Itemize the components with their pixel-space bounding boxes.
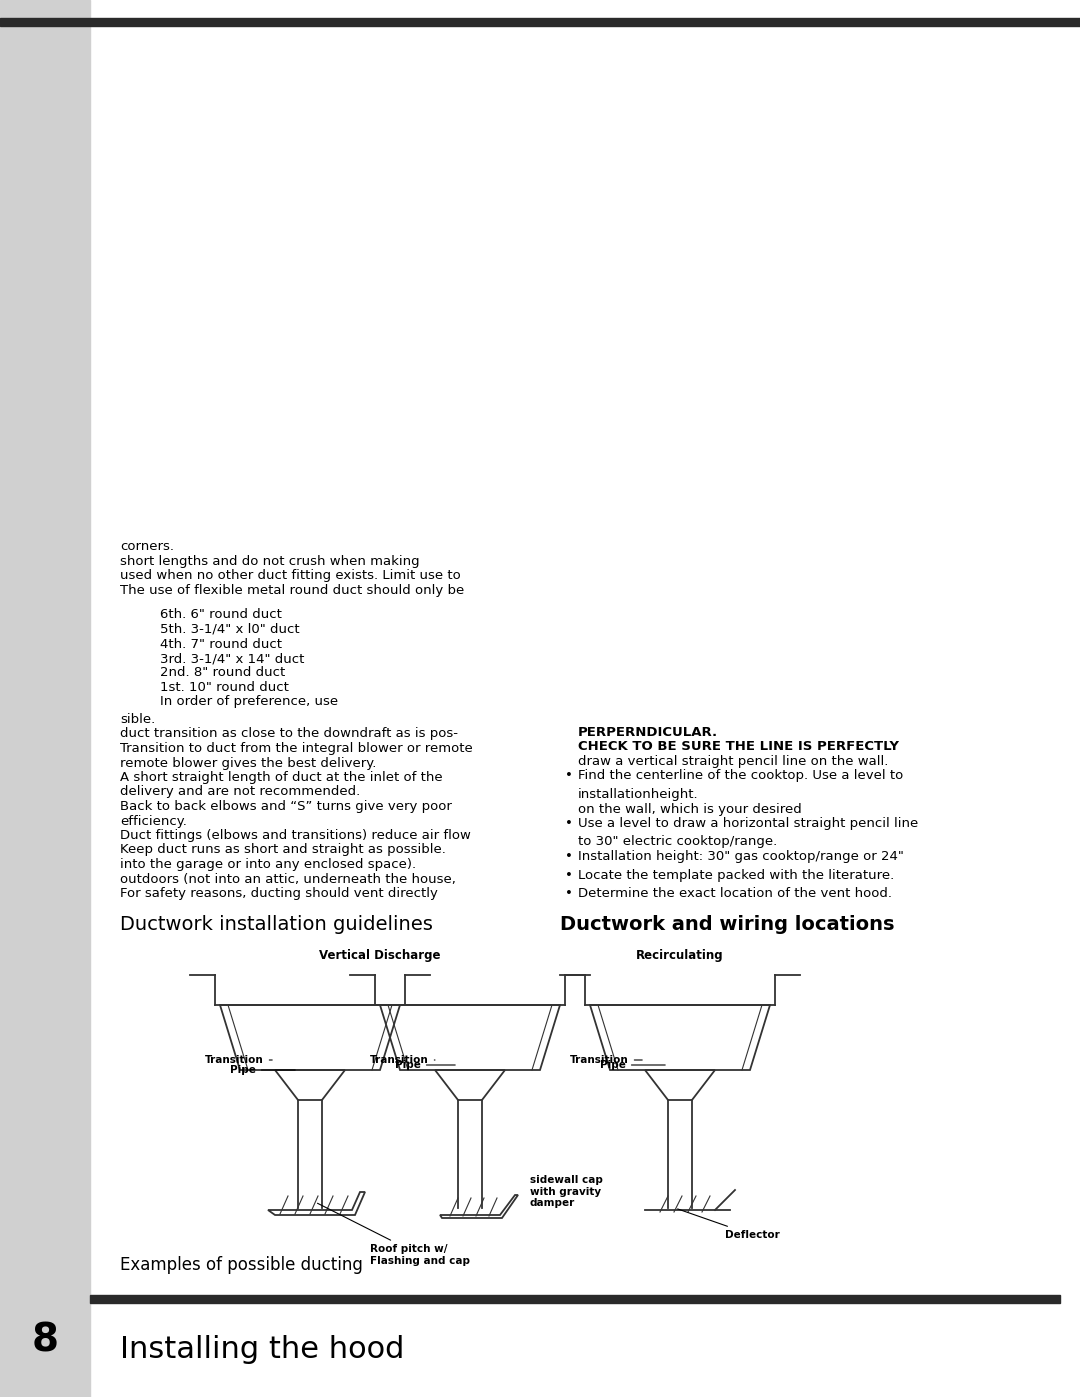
- Text: 2nd. 8" round duct: 2nd. 8" round duct: [160, 666, 285, 679]
- Text: duct transition as close to the downdraft as is pos-: duct transition as close to the downdraf…: [120, 728, 458, 740]
- Bar: [0, 0, 90, 1397]
- Text: Determine the exact location of the vent hood.: Determine the exact location of the vent…: [578, 887, 892, 900]
- Text: Find the centerline of the cooktop. Use a level to: Find the centerline of the cooktop. Use …: [578, 770, 903, 782]
- Text: Locate the template packed with the literature.: Locate the template packed with the lite…: [578, 869, 894, 882]
- Text: •: •: [565, 887, 572, 900]
- Text: Vertical Discharge: Vertical Discharge: [320, 949, 441, 961]
- Text: 5th. 3-1/4" x l0" duct: 5th. 3-1/4" x l0" duct: [160, 623, 299, 636]
- Text: Examples of possible ducting: Examples of possible ducting: [120, 1256, 363, 1274]
- Text: outdoors (not into an attic, underneath the house,: outdoors (not into an attic, underneath …: [120, 873, 456, 886]
- Text: draw a vertical straight pencil line on the wall.: draw a vertical straight pencil line on …: [578, 754, 889, 768]
- Text: Keep duct runs as short and straight as possible.: Keep duct runs as short and straight as …: [120, 844, 446, 856]
- Text: Deflector: Deflector: [677, 1208, 780, 1241]
- Text: Back to back elbows and “S” turns give very poor: Back to back elbows and “S” turns give v…: [120, 800, 451, 813]
- Text: 1st. 10" round duct: 1st. 10" round duct: [160, 680, 288, 694]
- Text: PERPERNDICULAR.: PERPERNDICULAR.: [578, 726, 718, 739]
- Bar: [0, 18, 1080, 27]
- Text: Transition: Transition: [205, 1055, 272, 1065]
- Text: sible.: sible.: [120, 712, 156, 726]
- Text: short lengths and do not crush when making: short lengths and do not crush when maki…: [120, 555, 420, 569]
- Text: Transition to duct from the integral blower or remote: Transition to duct from the integral blo…: [120, 742, 473, 754]
- Text: Use a level to draw a horizontal straight pencil line: Use a level to draw a horizontal straigh…: [578, 817, 918, 830]
- Text: Ductwork installation guidelines: Ductwork installation guidelines: [120, 915, 433, 935]
- Text: Installation height: 30" gas cooktop/range or 24": Installation height: 30" gas cooktop/ran…: [578, 849, 904, 863]
- Text: used when no other duct fitting exists. Limit use to: used when no other duct fitting exists. …: [120, 570, 461, 583]
- Text: 3rd. 3-1/4" x 14" duct: 3rd. 3-1/4" x 14" duct: [160, 652, 305, 665]
- Text: The use of flexible metal round duct should only be: The use of flexible metal round duct sho…: [120, 584, 464, 597]
- Text: 6th. 6" round duct: 6th. 6" round duct: [160, 609, 282, 622]
- Text: Ductwork and wiring locations: Ductwork and wiring locations: [561, 915, 894, 935]
- Text: Recirculating: Recirculating: [636, 949, 724, 961]
- Text: to 30" electric cooktop/range.: to 30" electric cooktop/range.: [578, 835, 778, 848]
- Text: CHECK TO BE SURE THE LINE IS PERFECTLY: CHECK TO BE SURE THE LINE IS PERFECTLY: [578, 740, 899, 753]
- Text: delivery and are not recommended.: delivery and are not recommended.: [120, 785, 361, 799]
- Text: •: •: [565, 817, 572, 830]
- Text: remote blower gives the best delivery.: remote blower gives the best delivery.: [120, 757, 376, 770]
- Text: corners.: corners.: [120, 541, 174, 553]
- Text: into the garage or into any enclosed space).: into the garage or into any enclosed spa…: [120, 858, 416, 870]
- Text: installationheight.: installationheight.: [578, 788, 699, 800]
- Text: •: •: [565, 770, 572, 782]
- Text: Installing the hood: Installing the hood: [120, 1336, 404, 1365]
- Text: Pipe: Pipe: [600, 1060, 665, 1070]
- Text: 4th. 7" round duct: 4th. 7" round duct: [160, 637, 282, 651]
- Text: Pipe: Pipe: [230, 1065, 295, 1076]
- Text: •: •: [565, 869, 572, 882]
- Text: Transition: Transition: [570, 1055, 643, 1065]
- Text: For safety reasons, ducting should vent directly: For safety reasons, ducting should vent …: [120, 887, 437, 900]
- Text: efficiency.: efficiency.: [120, 814, 187, 827]
- Text: A short straight length of duct at the inlet of the: A short straight length of duct at the i…: [120, 771, 443, 784]
- Text: Roof pitch w/
Flashing and cap: Roof pitch w/ Flashing and cap: [318, 1203, 470, 1266]
- Text: Pipe: Pipe: [395, 1060, 456, 1070]
- Text: •: •: [565, 849, 572, 863]
- Text: Transition: Transition: [370, 1055, 435, 1065]
- Text: sidewall cap
with gravity
damper: sidewall cap with gravity damper: [530, 1175, 603, 1208]
- Text: Duct fittings (elbows and transitions) reduce air flow: Duct fittings (elbows and transitions) r…: [120, 828, 471, 842]
- Bar: [90, 1295, 1059, 1303]
- Text: on the wall, which is your desired: on the wall, which is your desired: [578, 802, 801, 816]
- Text: In order of preference, use: In order of preference, use: [160, 696, 338, 708]
- Text: 8: 8: [31, 1322, 58, 1359]
